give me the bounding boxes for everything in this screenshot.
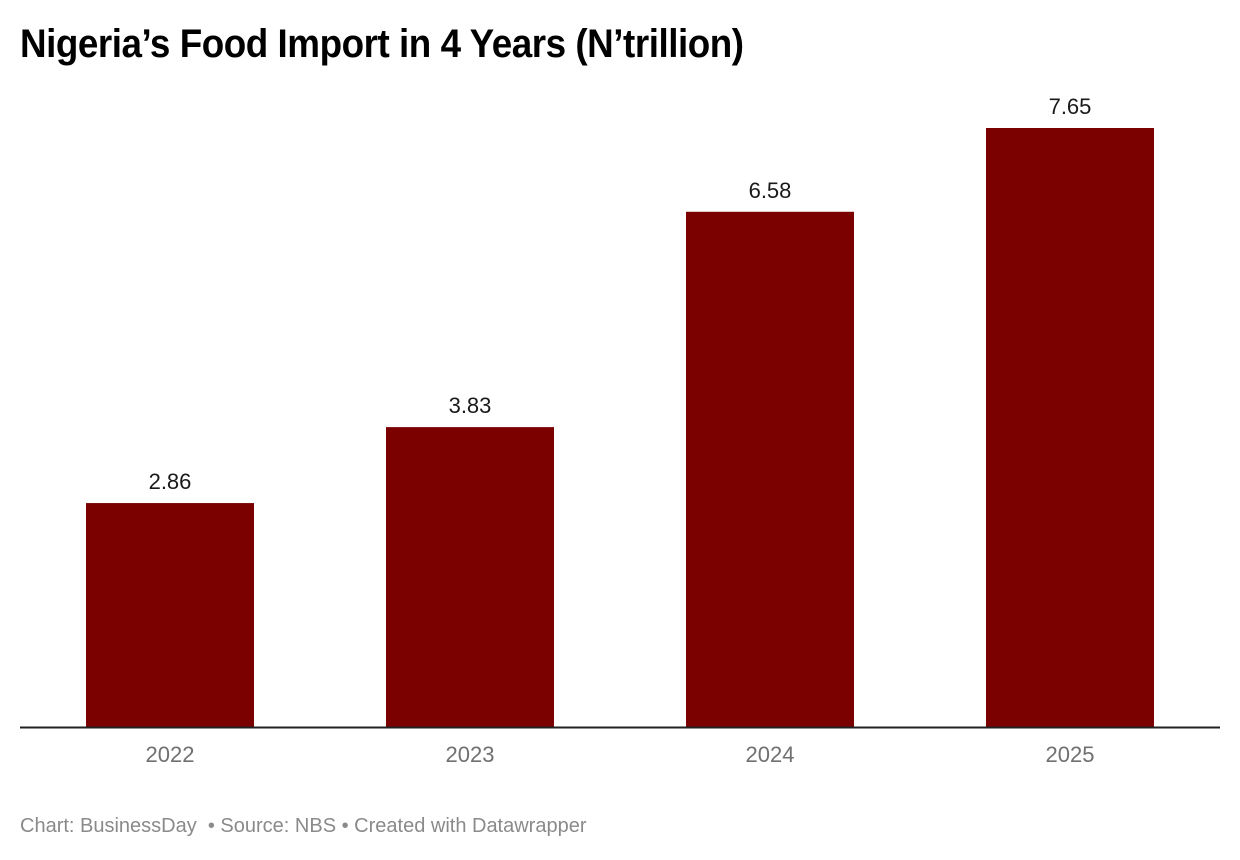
x-tick-labels-group: 2022 2023 2024 2025 <box>146 742 1095 767</box>
x-tick-label-2025: 2025 <box>1046 742 1095 767</box>
chart-title: Nigeria’s Food Import in 4 Years (N’tril… <box>20 22 744 66</box>
source-note: • Source: NBS <box>202 815 337 837</box>
value-labels-group: 2.86 3.83 6.58 7.65 <box>149 94 1092 494</box>
x-tick-label-2024: 2024 <box>746 742 795 767</box>
bars-group <box>86 128 1154 728</box>
chart-credit: Chart: BusinessDay <box>20 815 197 837</box>
bar-2022 <box>86 503 254 727</box>
value-label-2022: 2.86 <box>149 469 192 494</box>
bar-2025 <box>986 128 1154 727</box>
value-label-2024: 6.58 <box>749 178 792 203</box>
value-label-2025: 7.65 <box>1049 94 1092 119</box>
x-tick-label-2022: 2022 <box>146 742 195 767</box>
created-with-note: • Created with Datawrapper <box>336 815 587 837</box>
x-tick-label-2023: 2023 <box>446 742 495 767</box>
bar-2024 <box>686 211 854 728</box>
bar-2023 <box>386 427 554 727</box>
value-label-2023: 3.83 <box>449 393 492 418</box>
chart-footer: Chart: BusinessDay • Source: NBS • Creat… <box>20 815 587 838</box>
